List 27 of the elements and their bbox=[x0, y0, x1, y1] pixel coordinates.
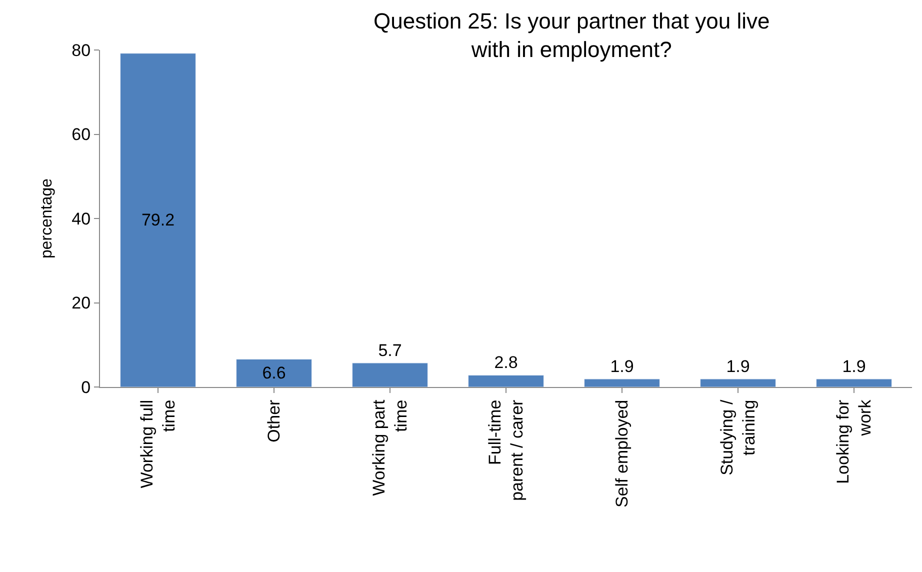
data-label: 5.7 bbox=[378, 340, 402, 360]
data-label: 2.8 bbox=[494, 353, 518, 372]
bar bbox=[236, 358, 312, 387]
bar bbox=[584, 378, 660, 387]
bar bbox=[700, 378, 776, 387]
x-tick-label: Working full time bbox=[137, 400, 179, 488]
x-tick-label: Looking for work bbox=[833, 399, 875, 484]
x-tick-label: Studying / training bbox=[717, 400, 759, 476]
y-tick-label: 80 bbox=[72, 40, 91, 60]
bar bbox=[120, 53, 196, 387]
data-label: 79.2 bbox=[141, 210, 175, 230]
x-tick-label: Other bbox=[264, 399, 284, 442]
x-tick-label: Working part time bbox=[369, 400, 411, 496]
bar bbox=[352, 362, 428, 387]
bar bbox=[468, 374, 544, 387]
data-label: 1.9 bbox=[726, 357, 750, 376]
y-tick-label: 60 bbox=[72, 125, 91, 144]
y-tick-label: 20 bbox=[72, 294, 91, 313]
y-tick-label: 40 bbox=[72, 209, 91, 228]
data-label: 6.6 bbox=[262, 364, 286, 383]
y-tick-label: 0 bbox=[81, 378, 91, 397]
bar bbox=[816, 378, 892, 387]
data-label: 1.9 bbox=[610, 357, 634, 376]
y-axis-title: percentage bbox=[38, 178, 56, 259]
chart-title: Question 25: Is your partner that you live with in employment? bbox=[374, 8, 770, 62]
data-label: 1.9 bbox=[842, 357, 866, 376]
x-tick-label: Self employed bbox=[612, 400, 632, 508]
